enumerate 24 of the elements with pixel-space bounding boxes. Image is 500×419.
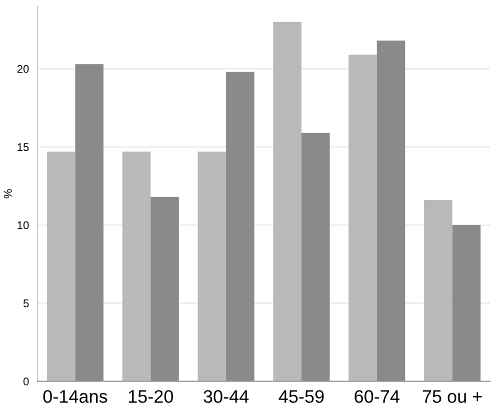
bar bbox=[226, 72, 254, 382]
bar bbox=[301, 132, 330, 382]
y-tick-label: 20 bbox=[17, 65, 29, 73]
bar bbox=[273, 22, 302, 382]
x-tick-label: 15-20 bbox=[128, 390, 174, 403]
bar bbox=[376, 40, 406, 382]
bar bbox=[122, 152, 151, 382]
bar bbox=[424, 200, 452, 382]
y-axis-title: % bbox=[4, 189, 12, 198]
y-tick-label: 10 bbox=[18, 221, 29, 230]
x-tick-label: 60-74 bbox=[354, 390, 400, 403]
bar bbox=[150, 196, 179, 382]
x-tick-label: 45-59 bbox=[278, 390, 324, 403]
y-tick-label: 0 bbox=[23, 378, 29, 386]
bar bbox=[46, 152, 76, 382]
bar bbox=[452, 225, 481, 382]
bar bbox=[348, 54, 377, 382]
y-tick-label: 5 bbox=[23, 300, 29, 308]
bar bbox=[198, 152, 226, 382]
x-tick-label: 30-44 bbox=[204, 390, 249, 403]
x-tick-label: 75 ou + bbox=[422, 390, 482, 403]
bar bbox=[75, 64, 104, 382]
x-tick-label: 0-14ans bbox=[43, 390, 108, 403]
y-tick-label: 15 bbox=[18, 143, 29, 152]
